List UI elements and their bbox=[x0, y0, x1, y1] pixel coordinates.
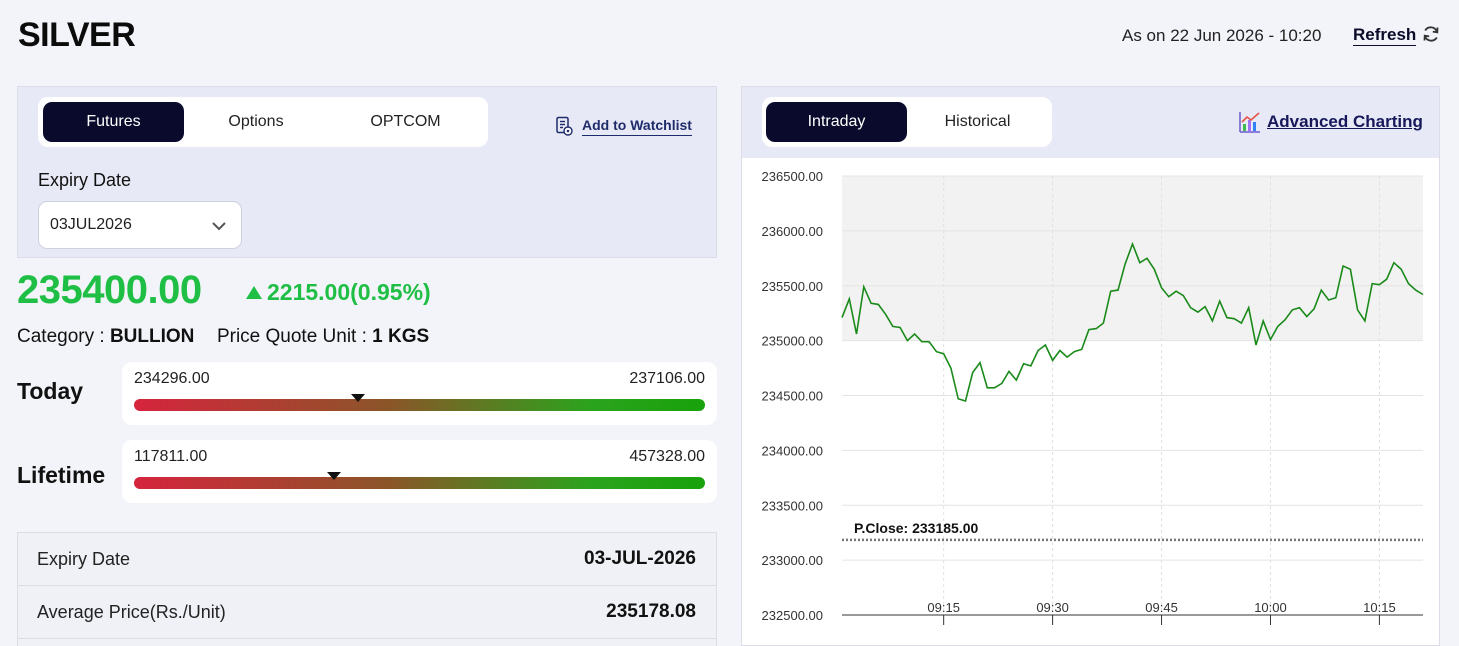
contract-details-table: Expiry Date 03-JUL-2026 Average Price(Rs… bbox=[17, 532, 717, 646]
price-line bbox=[841, 241, 1424, 403]
tab-options[interactable]: Options bbox=[228, 113, 284, 130]
add-to-watchlist-button[interactable]: Add to Watchlist bbox=[555, 113, 692, 139]
details-label: Average Price(Rs./Unit) bbox=[37, 602, 226, 622]
lifetime-range-bar bbox=[134, 477, 705, 489]
contract-panel: Futures Options OPTCOM Add to Watchlist … bbox=[17, 86, 717, 258]
y-tick-label: 236000.00 bbox=[762, 224, 823, 239]
y-tick-label: 235500.00 bbox=[762, 279, 823, 294]
tab-intraday[interactable]: Intraday bbox=[766, 102, 907, 142]
refresh-icon[interactable] bbox=[1421, 24, 1441, 44]
today-range-card: 234296.00 237106.00 bbox=[122, 362, 717, 425]
chevron-down-icon bbox=[212, 222, 226, 231]
tab-optcom[interactable]: OPTCOM bbox=[370, 113, 441, 130]
lifetime-range-marker bbox=[326, 472, 341, 480]
expiry-date-select[interactable]: 03JUL2026 bbox=[38, 201, 242, 249]
x-tick-label: 10:15 bbox=[1363, 600, 1396, 615]
chart-panel: Intraday Historical Advanced Charting 23… bbox=[741, 86, 1440, 646]
y-tick-label: 233000.00 bbox=[762, 553, 823, 568]
today-high: 237106.00 bbox=[629, 370, 705, 387]
category-line: Category : BULLION Price Quote Unit : 1 … bbox=[17, 326, 429, 348]
lifetime-range-label: Lifetime bbox=[17, 462, 106, 488]
advanced-charting-link[interactable]: Advanced Charting bbox=[1238, 110, 1423, 134]
advanced-charting-label: Advanced Charting bbox=[1267, 112, 1423, 131]
x-tick-label: 09:30 bbox=[1036, 600, 1069, 615]
chart-panel-header: Intraday Historical Advanced Charting bbox=[742, 87, 1439, 158]
x-tick-label: 10:00 bbox=[1254, 600, 1287, 615]
x-tick-label: 09:45 bbox=[1145, 600, 1178, 615]
expiry-date-value: 03JUL2026 bbox=[50, 216, 132, 233]
y-tick-label: 235000.00 bbox=[762, 334, 823, 349]
price-quote-unit-label: Price Quote Unit : bbox=[216, 326, 367, 347]
last-price: 235400.00 bbox=[17, 268, 202, 312]
lifetime-range-card: 117811.00 457328.00 bbox=[122, 440, 717, 503]
expiry-date-label: Expiry Date bbox=[38, 170, 132, 190]
details-row: Expiry Date 03-JUL-2026 bbox=[18, 533, 716, 586]
page-title: SILVER bbox=[18, 16, 136, 54]
refresh-link[interactable]: Refresh bbox=[1353, 25, 1417, 46]
y-tick-label: 236500.00 bbox=[762, 169, 823, 184]
chart-shade bbox=[842, 176, 1423, 341]
watchlist-label: Add to Watchlist bbox=[582, 117, 692, 136]
y-tick-label: 234500.00 bbox=[762, 389, 823, 404]
today-low: 234296.00 bbox=[134, 370, 210, 387]
up-arrow-icon bbox=[246, 286, 262, 299]
today-range-label: Today bbox=[17, 378, 84, 404]
x-tick-label: 09:15 bbox=[927, 600, 960, 615]
y-tick-label: 233500.00 bbox=[762, 498, 823, 513]
tab-historical[interactable]: Historical bbox=[944, 113, 1011, 130]
lifetime-low: 117811.00 bbox=[134, 448, 208, 465]
previous-close-label: P.Close: 233185.00 bbox=[854, 520, 978, 536]
details-value: 03-JUL-2026 bbox=[584, 548, 696, 569]
chart-icon bbox=[1239, 112, 1260, 133]
details-row: Average Price(Rs./Unit) 235178.08 bbox=[18, 586, 716, 639]
y-tick-label: 234000.00 bbox=[762, 443, 823, 458]
chart-range-tabs: Intraday Historical bbox=[762, 97, 1052, 147]
contract-type-tabs: Futures Options OPTCOM bbox=[38, 97, 488, 147]
details-label: Expiry Date bbox=[37, 549, 131, 569]
today-range-marker bbox=[351, 394, 366, 402]
lifetime-high: 457328.00 bbox=[629, 448, 705, 465]
price-change-value: 2215.00(0.95%) bbox=[267, 279, 431, 305]
category-label: Category : bbox=[17, 326, 105, 347]
category-value: BULLION bbox=[109, 326, 195, 347]
today-range-bar bbox=[134, 399, 705, 411]
tab-futures[interactable]: Futures bbox=[43, 102, 184, 142]
price-quote-unit-value: 1 KGS bbox=[372, 326, 430, 347]
as-on-timestamp: As on 22 Jun 2026 - 10:20 bbox=[1122, 26, 1322, 45]
intraday-chart: 236500.00 236000.00 235500.00 235000.00 2345… bbox=[762, 169, 1424, 625]
price-change: 2215.00(0.95%) bbox=[246, 279, 431, 306]
watchlist-icon bbox=[556, 116, 573, 136]
y-tick-label: 232500.00 bbox=[762, 608, 823, 623]
details-value: 235178.08 bbox=[606, 601, 696, 622]
